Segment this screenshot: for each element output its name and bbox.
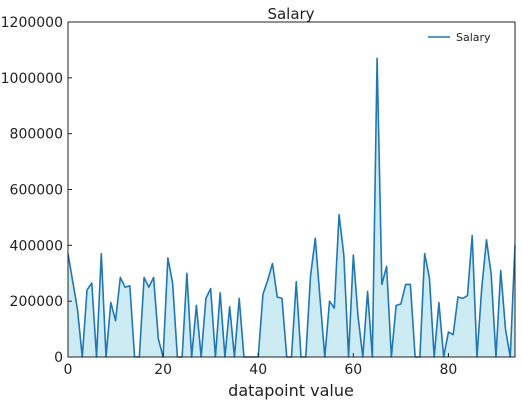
x-tick-label: 60 — [344, 362, 362, 378]
x-tick-label: 40 — [249, 362, 267, 378]
y-tick-label: 1000000 — [1, 71, 63, 87]
y-tick-label: 1200000 — [1, 15, 63, 31]
y-axis: 0 200000 400000 600000 800000 1000000 1200000 — [1, 15, 72, 366]
x-axis-label: datapoint value — [228, 381, 354, 400]
y-tick-label: 800000 — [10, 127, 63, 143]
x-axis: 0 20 40 60 80 — [64, 353, 458, 378]
y-tick-label: 200000 — [10, 294, 63, 310]
plot-area — [67, 57, 516, 358]
legend-label-salary: Salary — [456, 31, 491, 44]
salary-series-line — [67, 57, 516, 358]
y-tick-label: 400000 — [10, 238, 63, 254]
chart-title: Salary — [267, 5, 314, 23]
x-tick-label: 80 — [440, 362, 458, 378]
plot-frame — [67, 21, 516, 358]
legend: Salary — [428, 31, 491, 44]
x-tick-label: 0 — [64, 362, 73, 378]
x-tick-label: 20 — [154, 362, 172, 378]
y-tick-label: 600000 — [10, 183, 63, 199]
y-tick-label: 0 — [54, 350, 63, 366]
salary-area-fill — [68, 58, 515, 357]
